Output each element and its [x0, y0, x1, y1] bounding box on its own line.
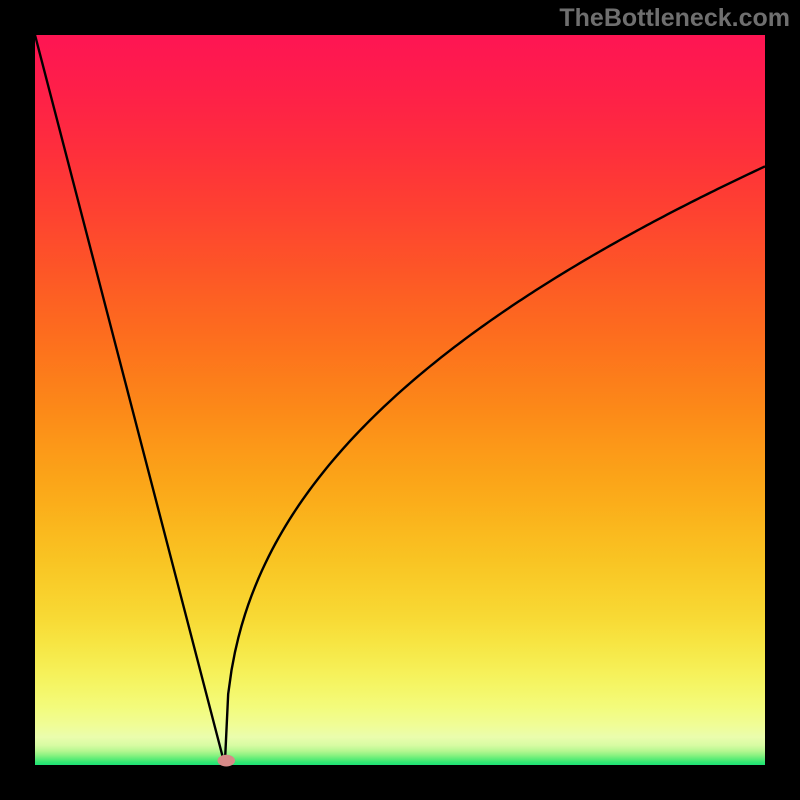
chart-container: TheBottleneck.com	[0, 0, 800, 800]
optimum-marker	[218, 755, 236, 767]
plot-background	[35, 35, 765, 765]
bottleneck-chart	[0, 0, 800, 800]
